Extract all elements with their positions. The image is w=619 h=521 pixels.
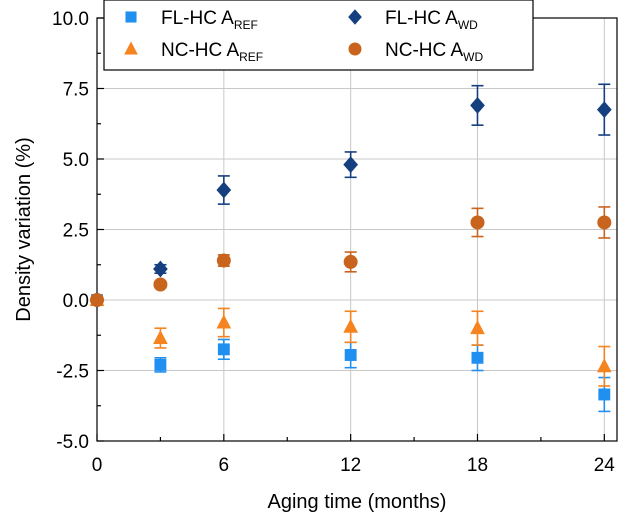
legend-label: NC-HC AREF <box>161 40 263 64</box>
legend-label-main: NC-HC A <box>161 40 239 61</box>
data-point-circle <box>90 293 104 307</box>
legend-label: FL-HC AWD <box>385 8 478 32</box>
legend-label: NC-HC AWD <box>385 40 483 64</box>
y-tick-label: 2.5 <box>63 221 89 242</box>
legend-label-subscript: REF <box>239 50 263 64</box>
data-point-triangle <box>596 358 612 373</box>
legend-label-subscript: WD <box>463 50 483 64</box>
y-tick-label: 5.0 <box>63 150 89 171</box>
data-point-square <box>344 349 357 361</box>
y-axis-title: Density variation (%) <box>13 137 35 322</box>
data-point-circle <box>470 215 485 230</box>
data-point-diamond <box>470 97 485 114</box>
legend-label-subscript: WD <box>458 18 478 32</box>
legend-label-main: NC-HC A <box>385 40 463 61</box>
x-tick-label: 24 <box>594 455 616 476</box>
data-markers <box>89 97 612 401</box>
legend-label-main: FL-HC A <box>161 8 234 29</box>
legend-marker-square <box>125 11 137 23</box>
data-point-square <box>471 351 484 364</box>
data-point-triangle <box>470 320 485 335</box>
grid-lines <box>96 17 617 442</box>
legend-marker-circle <box>348 42 362 56</box>
data-point-circle <box>597 215 612 230</box>
legend-label-main: FL-HC A <box>385 8 458 29</box>
data-point-circle <box>343 254 358 269</box>
data-point-square <box>154 358 167 371</box>
legend-box <box>103 0 534 71</box>
y-tick-label: -2.5 <box>56 362 89 383</box>
error-bars <box>154 83 611 413</box>
y-tick-label: 0.0 <box>63 291 89 312</box>
legend-label-subscript: REF <box>234 18 258 32</box>
data-point-square <box>217 343 230 356</box>
data-point-diamond <box>153 260 168 278</box>
data-point-square <box>598 388 611 401</box>
x-tick-label: 0 <box>92 455 103 476</box>
legend-marker-diamond <box>348 9 362 25</box>
data-point-triangle <box>216 314 232 329</box>
legend-marker-triangle <box>124 41 138 55</box>
data-point-diamond <box>216 181 232 199</box>
x-axis-title: Aging time (months) <box>268 491 447 513</box>
data-point-triangle <box>153 330 168 345</box>
axis-ticks: 0 6 12 18 24 -5.0 -2.5 0.0 2.5 5.0 7.5 10.0 <box>52 9 615 476</box>
data-point-circle <box>216 253 231 268</box>
data-point-diamond <box>596 101 612 119</box>
x-tick-label: 12 <box>340 455 361 476</box>
legend-label: FL-HC AREF <box>161 8 258 32</box>
data-point-diamond <box>343 156 359 174</box>
y-tick-label: 10.0 <box>52 9 89 30</box>
x-tick-label: 18 <box>467 455 488 476</box>
y-tick-label: -5.0 <box>56 432 89 453</box>
data-point-triangle <box>343 318 359 333</box>
data-point-circle <box>153 277 168 292</box>
y-tick-label: 7.5 <box>63 80 89 101</box>
x-tick-label: 6 <box>219 455 230 476</box>
